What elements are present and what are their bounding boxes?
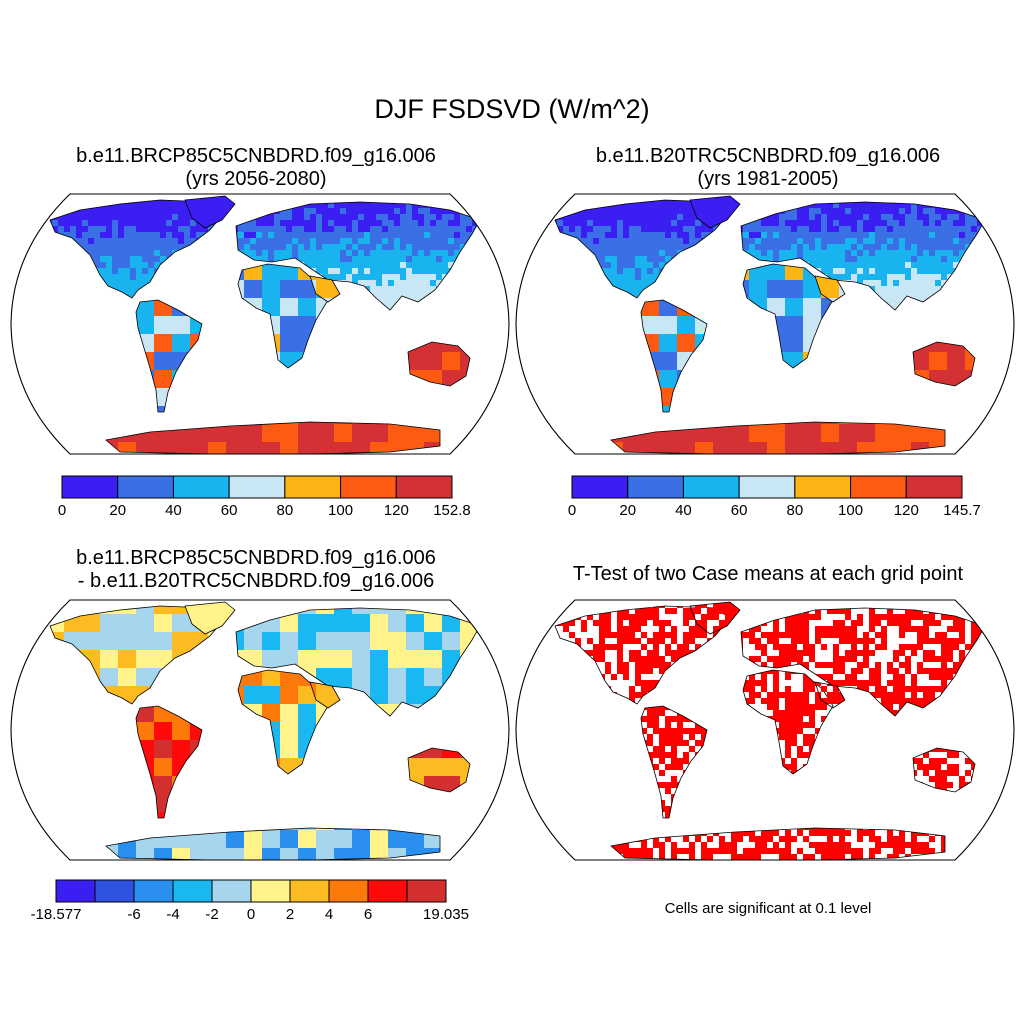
colorbar-tick-label: 20 bbox=[619, 502, 636, 518]
panel-1-title: b.e11.BRCP85C5CNBDRD.f09_g16.006 (yrs 20… bbox=[0, 145, 512, 191]
colorbar-tick-label: 60 bbox=[221, 502, 238, 518]
map-panel-2-historical bbox=[515, 190, 1015, 458]
map-panel-4-ttest bbox=[515, 596, 1015, 864]
colorbar-tick-label: 100 bbox=[838, 502, 863, 518]
map-panel-3-difference bbox=[10, 596, 510, 864]
colorbar-tick-label: 2 bbox=[286, 906, 294, 922]
map-panel-1-future bbox=[10, 190, 510, 458]
colorbar-tick-label: 40 bbox=[165, 502, 182, 518]
colorbar-tick-label: -2 bbox=[205, 906, 218, 922]
colorbar-swatch bbox=[739, 476, 795, 498]
colorbar-swatch bbox=[368, 880, 407, 902]
panel-2-title-line1: b.e11.B20TRC5CNBDRD.f09_g16.006 bbox=[512, 145, 1024, 168]
colorbar-swatch bbox=[118, 476, 174, 498]
colorbar-swatch bbox=[628, 476, 684, 498]
colorbar-swatch bbox=[285, 476, 341, 498]
colorbar-swatch bbox=[173, 476, 229, 498]
colorbar-tick-label: 152.8 bbox=[433, 502, 471, 518]
significance-note: Cells are significant at 0.1 level bbox=[512, 900, 1024, 917]
colorbar-swatch bbox=[795, 476, 851, 498]
colorbar-tick-label: 80 bbox=[277, 502, 294, 518]
colorbar-tick-label: 145.7 bbox=[943, 502, 981, 518]
figure-title: DJF FSDSVD (W/m^2) bbox=[0, 94, 1024, 125]
panel-2-title-line2: (yrs 1981-2005) bbox=[512, 168, 1024, 191]
colorbar-swatch bbox=[290, 880, 329, 902]
colorbar-panel-2: 0 20 40 60 80 100 120 145.7 bbox=[530, 474, 990, 518]
colorbar-tick-label: 100 bbox=[328, 502, 353, 518]
panel-1-title-line1: b.e11.BRCP85C5CNBDRD.f09_g16.006 bbox=[0, 145, 512, 168]
colorbar-swatch bbox=[572, 476, 628, 498]
colorbar-tick-label: 80 bbox=[787, 502, 804, 518]
colorbar-swatch bbox=[906, 476, 962, 498]
panel-3-title-line2: - b.e11.B20TRC5CNBDRD.f09_g16.006 bbox=[0, 570, 512, 593]
colorbar-tick-label: 0 bbox=[58, 502, 66, 518]
colorbar-tick-label: -18.577 bbox=[31, 906, 82, 922]
colorbar-tick-label: 120 bbox=[384, 502, 409, 518]
colorbar-swatch bbox=[134, 880, 173, 902]
colorbar-swatch bbox=[173, 880, 212, 902]
colorbar-swatch bbox=[407, 880, 446, 902]
colorbar-swatch bbox=[329, 880, 368, 902]
colorbar-tick-label: 6 bbox=[364, 906, 372, 922]
panel-3-title: b.e11.BRCP85C5CNBDRD.f09_g16.006 - b.e11… bbox=[0, 547, 512, 593]
panel-2-title: b.e11.B20TRC5CNBDRD.f09_g16.006 (yrs 198… bbox=[512, 145, 1024, 191]
panel-1-title-line2: (yrs 2056-2080) bbox=[0, 168, 512, 191]
colorbar-swatch bbox=[229, 476, 285, 498]
colorbar-swatch bbox=[251, 880, 290, 902]
colorbar-swatch bbox=[683, 476, 739, 498]
colorbar-tick-label: 120 bbox=[894, 502, 919, 518]
colorbar-panel-3: -18.577 -6 -4 -2 0 2 4 6 19.035 bbox=[10, 878, 500, 922]
colorbar-tick-label: 0 bbox=[568, 502, 576, 518]
colorbar-tick-label: 4 bbox=[325, 906, 333, 922]
colorbar-tick-label: 40 bbox=[675, 502, 692, 518]
colorbar-swatch bbox=[212, 880, 251, 902]
colorbar-tick-label: 19.035 bbox=[423, 906, 469, 922]
colorbar-swatch bbox=[851, 476, 907, 498]
colorbar-swatch bbox=[62, 476, 118, 498]
panel-3-title-line1: b.e11.BRCP85C5CNBDRD.f09_g16.006 bbox=[0, 547, 512, 570]
colorbar-swatch bbox=[396, 476, 452, 498]
colorbar-swatch bbox=[56, 880, 95, 902]
colorbar-swatch bbox=[341, 476, 397, 498]
panel-4-title: T-Test of two Case means at each grid po… bbox=[512, 563, 1024, 586]
colorbar-tick-label: -6 bbox=[127, 906, 140, 922]
panel-4-title-line1: T-Test of two Case means at each grid po… bbox=[512, 563, 1024, 586]
colorbar-tick-label: 20 bbox=[109, 502, 126, 518]
colorbar-swatch bbox=[95, 880, 134, 902]
colorbar-tick-label: 60 bbox=[731, 502, 748, 518]
colorbar-tick-label: -4 bbox=[166, 906, 179, 922]
colorbar-tick-label: 0 bbox=[247, 906, 255, 922]
colorbar-panel-1: 0 20 40 60 80 100 120 152.8 bbox=[20, 474, 480, 518]
